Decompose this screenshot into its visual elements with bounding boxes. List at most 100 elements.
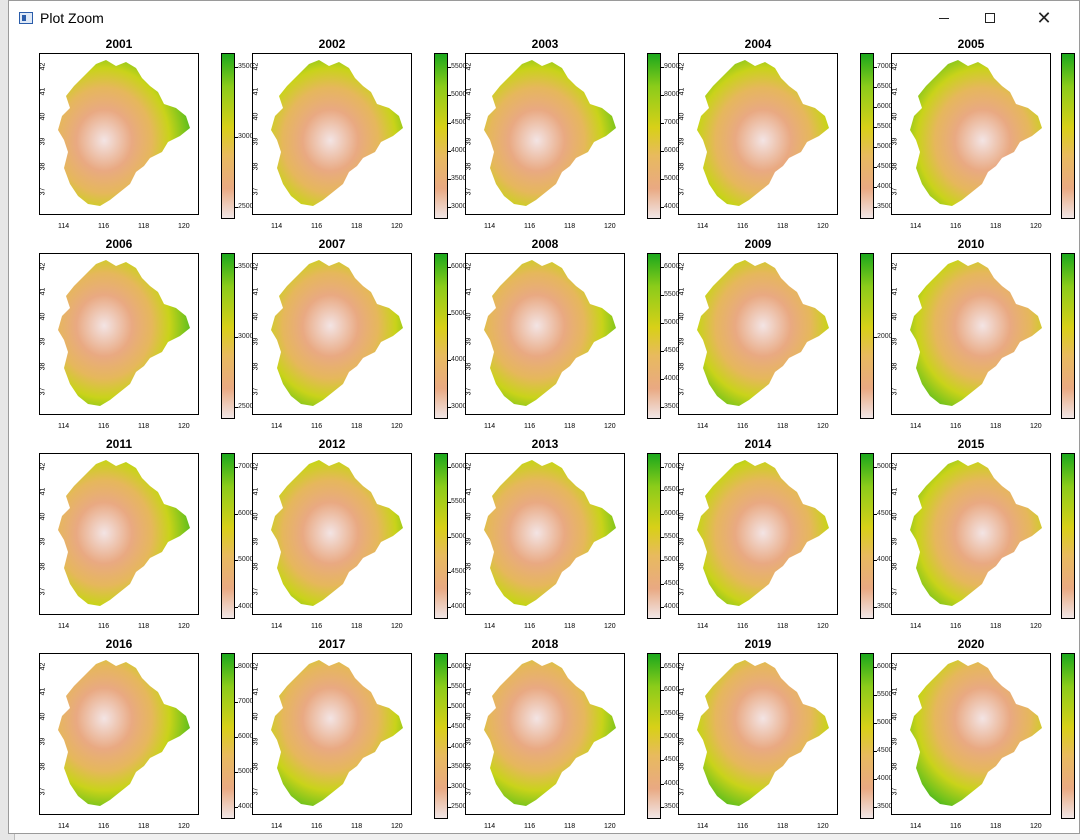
y-tick-label: 41 (891, 687, 899, 696)
legend-label: 6000 (451, 663, 467, 670)
y-tick-label: 41 (39, 87, 47, 96)
legend-label: 4500 (451, 568, 467, 575)
legend-tick (235, 702, 238, 703)
color-legend (647, 253, 661, 419)
y-tick-label: 40 (678, 312, 686, 321)
x-tick-label: 114 (271, 223, 283, 230)
legend-label: 5500 (451, 498, 467, 505)
legend-label: 3500 (451, 763, 467, 770)
y-tick-label: 40 (39, 712, 47, 721)
legend-tick (448, 123, 451, 124)
legend-tick (661, 95, 664, 96)
x-tick-label: 114 (910, 423, 922, 430)
y-tick-label: 38 (252, 162, 260, 171)
legend-label: 5000 (877, 143, 893, 150)
raster-map (484, 460, 616, 606)
y-tick-label: 39 (678, 537, 686, 546)
legend-tick (235, 207, 238, 208)
legend-tick (448, 667, 451, 668)
legend-tick (448, 95, 451, 96)
legend-label: 3000 (238, 133, 254, 140)
legend-label: 6500 (664, 663, 680, 670)
x-tick-label: 120 (604, 823, 616, 830)
raster-map (271, 460, 403, 606)
legend-label: 8000 (238, 663, 254, 670)
y-tick-label: 42 (465, 62, 473, 71)
y-tick-label: 38 (465, 162, 473, 171)
x-tick-label: 118 (990, 423, 1002, 430)
y-tick-label: 37 (891, 387, 899, 396)
x-tick-label: 114 (484, 223, 496, 230)
color-legend (1061, 253, 1075, 419)
y-tick-label: 38 (465, 362, 473, 371)
y-tick-label: 37 (252, 187, 260, 196)
x-tick-label: 120 (817, 623, 829, 630)
x-tick-label: 118 (777, 423, 789, 430)
legend-tick (448, 807, 451, 808)
title-bar[interactable]: Plot Zoom ✕ (9, 1, 1079, 35)
y-tick-label: 41 (39, 287, 47, 296)
y-tick-label: 39 (891, 537, 899, 546)
legend-label: 4500 (877, 747, 893, 754)
color-legend (860, 453, 874, 619)
legend-tick (448, 747, 451, 748)
legend-label: 4000 (238, 603, 254, 610)
panel-title: 2003 (531, 37, 559, 51)
legend-tick (874, 147, 877, 148)
x-tick-label: 120 (178, 223, 190, 230)
y-tick-label: 41 (678, 487, 686, 496)
y-tick-label: 37 (39, 787, 47, 796)
map-panel-2015: 2015 42 41 40 39 38 37 114 116 118 120 (875, 437, 1079, 637)
y-tick-label: 38 (39, 562, 47, 571)
legend-tick (661, 667, 664, 668)
legend-tick (661, 179, 664, 180)
y-tick-label: 41 (891, 487, 899, 496)
legend-label: 5000 (664, 319, 680, 326)
legend-label: 3500 (877, 603, 893, 610)
y-tick-label: 37 (891, 587, 899, 596)
legend-tick (874, 607, 877, 608)
maximize-button[interactable] (967, 1, 1013, 35)
legend-label: 4500 (451, 723, 467, 730)
color-legend (1061, 453, 1075, 619)
legend-tick (661, 490, 664, 492)
color-legend (434, 653, 448, 819)
legend-label: 6500 (664, 486, 680, 494)
legend-tick (661, 560, 664, 562)
legend-tick (235, 407, 238, 408)
legend-label: 8000 (664, 91, 680, 98)
legend-label: 5000 (451, 91, 467, 98)
legend-tick (448, 727, 451, 728)
legend-tick (235, 607, 238, 608)
panel-title: 2011 (105, 437, 133, 451)
legend-tick (874, 513, 877, 515)
raster-map (271, 60, 403, 206)
legend-label: 2500 (238, 403, 254, 410)
raster-map (910, 60, 1042, 206)
map-frame (39, 53, 199, 215)
raster-map (271, 660, 403, 806)
color-legend (647, 53, 661, 219)
close-button[interactable]: ✕ (1021, 1, 1067, 35)
y-tick-label: 41 (678, 87, 686, 96)
map-frame (252, 653, 412, 815)
y-tick-label: 37 (465, 187, 473, 196)
legend-label: 4000 (451, 603, 467, 610)
window-icon (19, 12, 33, 24)
legend-label: 7000 (238, 698, 254, 705)
color-legend (434, 53, 448, 219)
legend-label: 5500 (877, 691, 893, 698)
legend-tick (661, 783, 664, 785)
legend-label: 4000 (877, 183, 893, 190)
y-tick-label: 38 (678, 762, 686, 771)
legend-tick (235, 772, 238, 773)
y-tick-label: 38 (891, 362, 899, 371)
window-title: Plot Zoom (40, 10, 104, 26)
y-tick-label: 37 (465, 787, 473, 796)
minimize-button[interactable] (921, 1, 967, 35)
legend-label: 4000 (877, 556, 893, 564)
x-tick-label: 118 (777, 823, 789, 830)
y-tick-label: 40 (678, 512, 686, 521)
y-tick-label: 42 (678, 62, 686, 71)
panel-title: 2009 (744, 237, 772, 251)
